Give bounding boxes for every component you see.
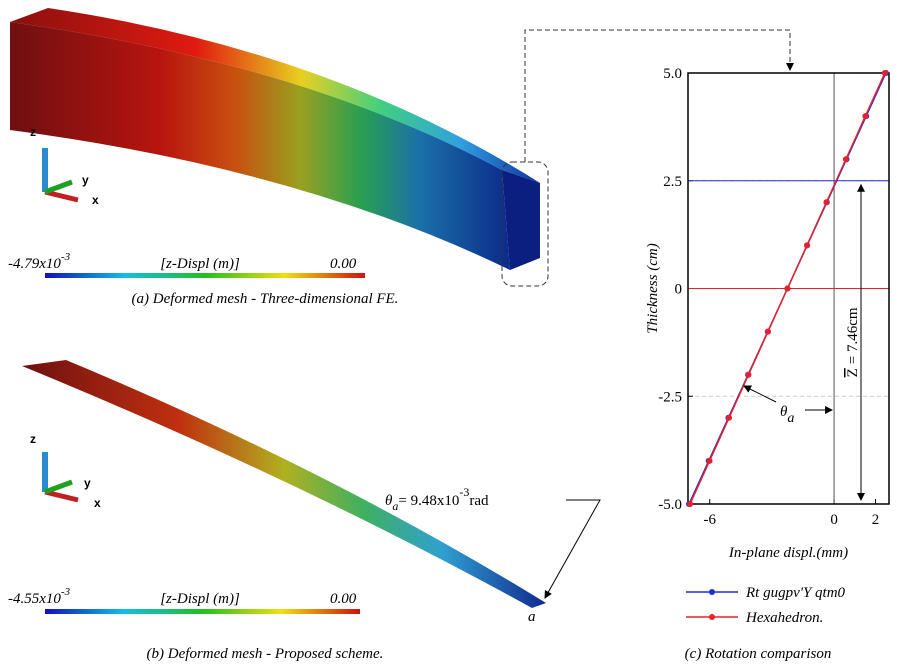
theta-label: θa xyxy=(780,404,794,426)
legend-marker xyxy=(709,589,715,595)
colorbar-label: [z-Displ (m)] xyxy=(160,591,240,607)
y-tick-label: 2.5 xyxy=(663,174,682,190)
colorbar-label: [z-Displ (m)] xyxy=(160,256,240,272)
x-tick-label: -6 xyxy=(704,512,717,528)
triad-y xyxy=(44,179,73,195)
point xyxy=(764,328,771,335)
angle-text: = 9.48x10 xyxy=(398,493,459,509)
zbar-label: Z = 7.46cm xyxy=(845,307,861,377)
angle-symbol: θ xyxy=(385,493,393,509)
point xyxy=(745,371,752,378)
triad-x xyxy=(44,189,79,203)
y-tick-label: -2.5 xyxy=(658,389,682,405)
point xyxy=(706,457,713,464)
angle-label: θa= 9.48x10-3rad xyxy=(385,485,489,513)
caption: (c) Rotation comparison xyxy=(685,646,832,662)
legend-label: Hexahedron. xyxy=(745,610,823,626)
axis-triad: z y x xyxy=(30,125,99,207)
colorbar xyxy=(45,609,360,614)
colorbar-max: 0.00 xyxy=(330,256,357,272)
point-label: a xyxy=(528,609,536,625)
point xyxy=(823,199,830,206)
axis-triad: z y x xyxy=(30,432,101,510)
axis-label: z xyxy=(30,432,36,446)
y-tick-label: -5.0 xyxy=(658,497,682,513)
axis-label: x xyxy=(94,496,101,510)
legend-label: Rt gugpv'Y qtm0 xyxy=(745,585,846,601)
axis-label: y xyxy=(84,476,91,490)
x-tick-label: 0 xyxy=(830,512,838,528)
point xyxy=(726,414,733,421)
angle-sub: a xyxy=(392,499,398,513)
colorbar-min-base: -4.55x10 xyxy=(8,591,61,607)
point xyxy=(862,113,869,120)
colorbar-min-exp: -3 xyxy=(61,586,71,598)
point xyxy=(687,501,694,507)
x-axis-title: In-plane displ.(mm) xyxy=(728,545,848,561)
y-tick-label: 0 xyxy=(675,282,683,298)
point xyxy=(803,242,810,249)
chart: -5.0 -2.5 0 2.5 5.0 -6 0 2 Z = 7.46cm θa Thickness … xyxy=(645,66,890,662)
colorbar-min: -4.79x10-3 xyxy=(8,251,71,272)
theta-arrow xyxy=(743,385,777,403)
theta-sub: a xyxy=(787,411,794,426)
zbar-text: = 7.46cm xyxy=(845,307,861,364)
colorbar xyxy=(45,273,365,278)
colorbar-min: -4.55x10-3 xyxy=(8,586,71,607)
zbar-symbol: Z xyxy=(845,368,861,377)
beam-top xyxy=(10,8,540,183)
x-tick-label: 2 xyxy=(872,512,880,528)
colorbar-min-base: -4.79x10 xyxy=(8,256,61,272)
point xyxy=(784,285,791,292)
beam xyxy=(22,360,546,608)
axis-label: z xyxy=(30,125,36,139)
axis-label: x xyxy=(92,193,99,207)
triad-y xyxy=(44,479,73,495)
axis-label: y xyxy=(82,173,89,187)
connector xyxy=(524,29,794,162)
triad-x xyxy=(44,489,79,503)
caption: (b) Deformed mesh - Proposed scheme. xyxy=(147,646,384,662)
angle-exp: -3 xyxy=(459,485,469,499)
legend-marker xyxy=(709,614,715,620)
point xyxy=(842,156,849,163)
panel-b: z y x θa= 9.48x10-3rad a -4.55x10-3 [z-D… xyxy=(8,360,601,662)
caption: (a) Deformed mesh - Three-dimensional FE… xyxy=(132,291,399,307)
y-axis-title: Thickness (cm) xyxy=(645,243,661,333)
colorbar-min-exp: -3 xyxy=(61,251,71,263)
plot-frame xyxy=(687,72,890,505)
theta-symbol: θ xyxy=(780,404,788,420)
y-tick-label: 5.0 xyxy=(663,66,682,82)
panel-a: z y x -4.79x10-3 [z-Displ (m)] 0.00 (a) … xyxy=(8,8,794,307)
beam-front xyxy=(10,22,510,270)
angle-arrow xyxy=(544,499,601,599)
point xyxy=(881,70,888,76)
beam-end xyxy=(502,170,540,270)
angle-unit: rad xyxy=(469,493,489,509)
colorbar-max: 0.00 xyxy=(330,591,357,607)
